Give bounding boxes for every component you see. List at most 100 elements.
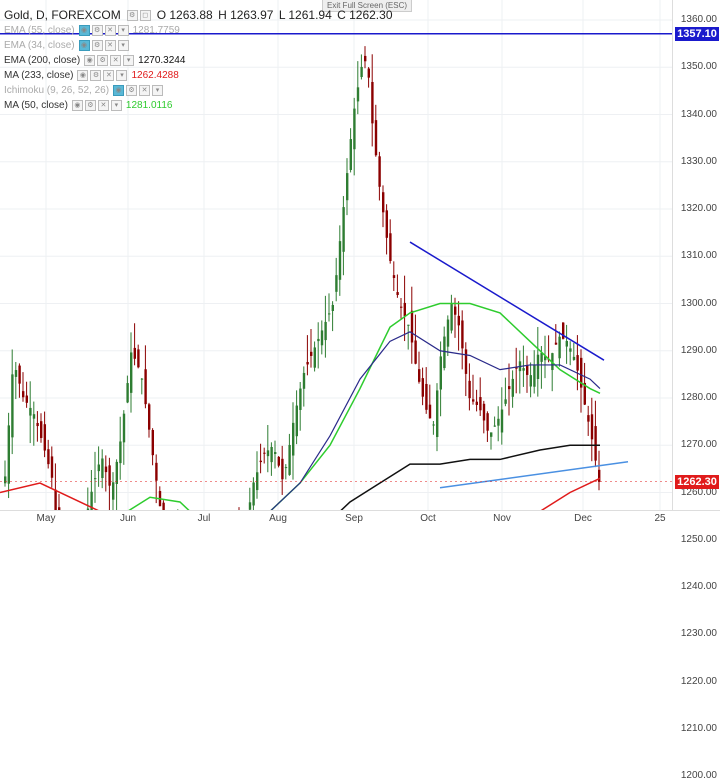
eye-icon[interactable]: ◉ bbox=[113, 85, 125, 96]
price-tick-label: 1280.00 bbox=[680, 392, 717, 403]
time-axis[interactable]: May Jun Jul Aug Sep Oct Nov Dec 25 bbox=[0, 510, 720, 529]
candle-body bbox=[432, 424, 435, 426]
indicator-row[interactable]: Ichimoku (9, 26, 52, 26) ◉ ⚙ ✕ ▾ bbox=[4, 83, 393, 98]
close-icon[interactable]: ✕ bbox=[104, 40, 116, 51]
candle-body bbox=[47, 449, 50, 465]
close-icon[interactable]: ✕ bbox=[97, 100, 109, 111]
candle-body bbox=[144, 369, 147, 405]
candle-body bbox=[115, 461, 118, 484]
indicator-value: 1262.4288 bbox=[131, 70, 179, 81]
more-icon[interactable]: ▾ bbox=[110, 100, 122, 111]
price-axis[interactable]: 1360.00 1350.00 1340.00 1330.00 1320.00 1310.… bbox=[672, 0, 720, 781]
indicator-value: 1281.0116 bbox=[125, 100, 173, 111]
settings-icon[interactable]: ⚙ bbox=[126, 10, 138, 21]
price-tick-label: 1220.00 bbox=[680, 675, 717, 687]
ohlc-close: C 1262.30 bbox=[337, 8, 393, 22]
exit-fullscreen-button[interactable]: Exit Full Screen (ESC) bbox=[322, 0, 413, 12]
candle-body bbox=[320, 330, 324, 346]
candle-body bbox=[428, 404, 432, 419]
candle-body bbox=[335, 275, 338, 292]
upper-trendline bbox=[409, 241, 605, 361]
indicator-row[interactable]: EMA (200, close) ◉ ⚙ ✕ ▾ 1270.3244 bbox=[4, 53, 393, 68]
candle-body bbox=[382, 192, 385, 213]
candle-body bbox=[367, 68, 370, 78]
candle-body bbox=[108, 465, 111, 486]
candle-body bbox=[353, 108, 356, 150]
candle-body bbox=[299, 388, 302, 410]
more-icon[interactable]: ▾ bbox=[152, 85, 164, 96]
candle-body bbox=[421, 378, 424, 397]
candle-body bbox=[119, 441, 122, 464]
price-tick-label: 1210.00 bbox=[680, 722, 717, 734]
candle-body bbox=[572, 356, 576, 360]
time-tick-label: Jun bbox=[119, 513, 137, 524]
candle-body bbox=[43, 424, 46, 451]
eye-icon[interactable]: ◉ bbox=[84, 55, 96, 66]
indicator-label: EMA (34, close) bbox=[4, 40, 75, 51]
close-icon[interactable]: ✕ bbox=[110, 55, 122, 66]
close-icon[interactable]: ✕ bbox=[103, 70, 115, 81]
indicator-row[interactable]: MA (233, close) ◉ ⚙ ✕ ▾ 1262.4288 bbox=[4, 68, 393, 83]
eye-icon[interactable]: ◉ bbox=[71, 100, 83, 111]
more-icon[interactable]: ▾ bbox=[123, 55, 135, 66]
candle-body bbox=[126, 383, 129, 403]
candle-body bbox=[328, 313, 331, 315]
price-tick-label: 1270.00 bbox=[680, 439, 717, 451]
candle-body bbox=[133, 347, 136, 359]
candle-body bbox=[22, 391, 25, 398]
indicator-label: EMA (55, close) bbox=[4, 25, 75, 36]
candle-body bbox=[281, 458, 284, 480]
symbol-title[interactable]: Gold, D, FOREXCOM bbox=[4, 8, 121, 22]
candle-body bbox=[482, 403, 486, 421]
indicator-label: Ichimoku (9, 26, 52, 26) bbox=[4, 85, 110, 96]
eye-icon[interactable]: ◉ bbox=[78, 25, 90, 36]
candle-body bbox=[536, 354, 540, 379]
candle-body bbox=[155, 462, 158, 481]
candle-body bbox=[374, 120, 378, 156]
candle-body bbox=[274, 452, 277, 455]
candle-body bbox=[400, 306, 403, 308]
indicator-row[interactable]: EMA (55, close) ◉ ⚙ ✕ ▾ 1281.7759 bbox=[4, 23, 393, 38]
candle-body bbox=[529, 375, 532, 387]
hide-icon[interactable]: ◻ bbox=[139, 10, 151, 21]
settings-icon[interactable]: ⚙ bbox=[97, 55, 109, 66]
more-icon[interactable]: ▾ bbox=[117, 25, 129, 36]
settings-icon[interactable]: ⚙ bbox=[91, 40, 103, 51]
indicator-row[interactable]: EMA (34, close) ◉ ⚙ ✕ ▾ bbox=[4, 38, 393, 53]
indicator-controls: ◉ ⚙ ✕ ▾ bbox=[77, 70, 128, 81]
more-icon[interactable]: ▾ bbox=[117, 40, 129, 51]
candle-body bbox=[54, 489, 57, 519]
candle-body bbox=[508, 386, 511, 390]
candle-body bbox=[490, 432, 493, 437]
indicator-value: 1270.3244 bbox=[138, 55, 186, 66]
close-icon[interactable]: ✕ bbox=[104, 25, 116, 36]
settings-icon[interactable]: ⚙ bbox=[84, 100, 96, 111]
indicator-controls: ◉ ⚙ ✕ ▾ bbox=[113, 85, 164, 96]
candle-body bbox=[389, 233, 392, 261]
candle-body bbox=[295, 405, 298, 437]
candle-body bbox=[522, 368, 525, 371]
time-tick-label: Jul bbox=[197, 513, 211, 524]
more-icon[interactable]: ▾ bbox=[116, 70, 128, 81]
close-icon[interactable]: ✕ bbox=[139, 85, 151, 96]
indicator-row[interactable]: MA (50, close) ◉ ⚙ ✕ ▾ 1281.0116 bbox=[4, 98, 393, 113]
candle-body bbox=[349, 139, 352, 170]
indicator-controls: ◉ ⚙ ✕ ▾ bbox=[71, 100, 122, 111]
candle-body bbox=[436, 390, 439, 438]
candle-body bbox=[515, 367, 518, 369]
time-tick-label: Oct bbox=[420, 513, 436, 524]
settings-icon[interactable]: ⚙ bbox=[126, 85, 138, 96]
eye-icon[interactable]: ◉ bbox=[78, 40, 90, 51]
settings-icon[interactable]: ⚙ bbox=[91, 25, 103, 36]
candle-body bbox=[7, 425, 10, 484]
candle-body bbox=[256, 472, 259, 491]
candle-body bbox=[101, 458, 104, 479]
candle-body bbox=[464, 349, 468, 374]
candle-body bbox=[587, 415, 590, 422]
indicator-label: EMA (200, close) bbox=[4, 55, 81, 66]
eye-icon[interactable]: ◉ bbox=[77, 70, 89, 81]
candle-body bbox=[11, 374, 14, 438]
candle-body bbox=[475, 401, 478, 405]
settings-icon[interactable]: ⚙ bbox=[90, 70, 102, 81]
candle-body bbox=[346, 173, 349, 201]
